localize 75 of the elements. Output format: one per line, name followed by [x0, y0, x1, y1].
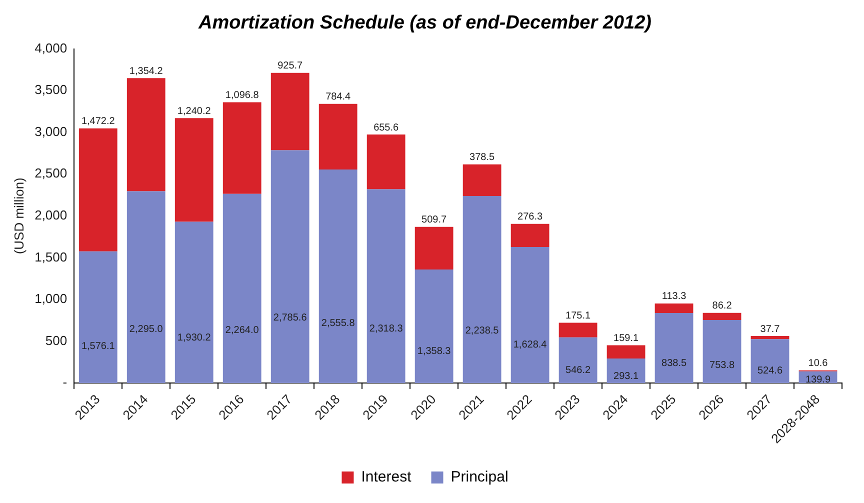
data-label: 175.1	[566, 310, 591, 322]
legend-label: Principal	[450, 468, 508, 486]
y-tick-label: -	[62, 374, 68, 390]
bar	[606, 358, 646, 384]
bar	[750, 339, 790, 384]
data-label: 509.7	[422, 214, 448, 226]
data-label: 1,096.8	[225, 90, 260, 101]
bar	[270, 150, 310, 384]
bar	[750, 336, 790, 340]
y-tick-label: 4,000	[34, 40, 68, 56]
bar	[654, 303, 694, 313]
y-tick-label: 1,000	[34, 291, 68, 306]
bar	[702, 312, 742, 320]
data-label: 838.5	[662, 358, 687, 370]
data-label: 2,318.3	[369, 324, 404, 335]
y-tick-label: 500	[45, 332, 68, 348]
data-label: 159.1	[614, 332, 639, 344]
y-tick-label: 3,000	[34, 124, 68, 139]
bar	[462, 164, 502, 196]
data-label: 753.8	[710, 360, 735, 372]
y-tick-label: 1,500	[34, 249, 68, 264]
legend-label: Interest	[361, 468, 412, 486]
bar	[510, 246, 550, 384]
data-label: 2,295.0	[129, 324, 164, 336]
bar	[174, 222, 214, 384]
bar	[414, 226, 454, 270]
bar	[270, 72, 310, 150]
data-label: 1,358.3	[417, 346, 452, 357]
bar	[222, 102, 262, 194]
y-tick-label: 3,500	[34, 82, 68, 98]
bar	[702, 320, 742, 384]
bar	[366, 189, 406, 384]
data-label: 2,238.5	[465, 325, 500, 336]
data-label: 925.7	[278, 60, 304, 72]
data-label: 113.3	[662, 291, 687, 302]
bar	[366, 134, 406, 190]
data-label: 784.4	[326, 92, 352, 103]
bar	[414, 270, 454, 384]
data-label: 293.1	[614, 370, 639, 382]
chart-title: Amortization Schedule (as of end-December 2012)	[198, 12, 652, 34]
data-label: 139.9	[805, 374, 831, 386]
bar	[222, 194, 262, 384]
bar	[126, 78, 166, 192]
data-label: 2,785.6	[273, 312, 308, 324]
data-label: 1,576.1	[81, 340, 116, 352]
data-label: 524.6	[757, 365, 783, 376]
data-label: 546.2	[566, 364, 591, 376]
data-label: 1,930.2	[177, 332, 212, 344]
bar	[126, 191, 166, 384]
data-label: 2,264.0	[225, 324, 260, 336]
bar	[78, 251, 118, 384]
bar	[318, 104, 358, 170]
bar	[606, 345, 646, 359]
bar	[78, 128, 118, 252]
data-label: 10.6	[808, 358, 828, 370]
data-label: 1,472.2	[81, 116, 116, 128]
data-label: 37.7	[760, 324, 780, 335]
bar	[510, 224, 550, 247]
bar	[654, 312, 694, 384]
bar	[318, 169, 358, 384]
y-tick-label: 2,000	[34, 207, 68, 222]
y-tick-label: 2,500	[34, 166, 68, 181]
data-label: 378.5	[470, 152, 496, 164]
bar	[462, 196, 502, 384]
y-axis-title: (USD million)	[11, 178, 26, 254]
data-label: 86.2	[712, 300, 732, 312]
bar	[558, 337, 598, 384]
data-label: 1,354.2	[129, 66, 164, 77]
bar	[558, 322, 598, 338]
data-label: 1,628.4	[513, 340, 548, 351]
data-label: 276.3	[518, 212, 543, 223]
bar	[174, 118, 214, 222]
data-label: 655.6	[374, 122, 400, 134]
data-label: 1,240.2	[177, 106, 212, 117]
data-label: 2,555.8	[321, 318, 356, 329]
